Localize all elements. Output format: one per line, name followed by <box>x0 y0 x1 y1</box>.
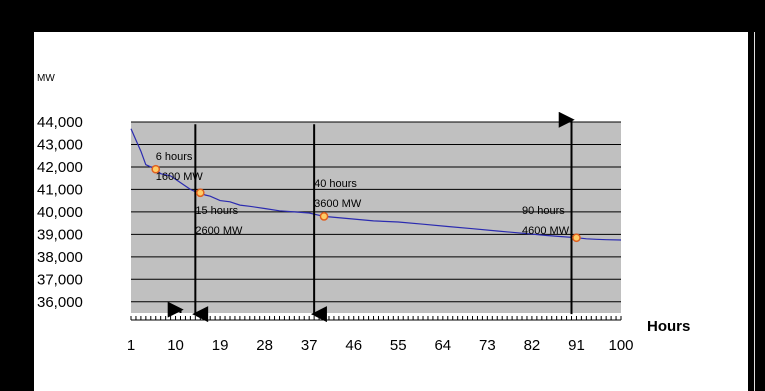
y-tick-label: 41,000 <box>37 181 83 198</box>
x-tick-label: 19 <box>212 337 229 354</box>
y-axis-unit-label: MW <box>37 73 55 84</box>
data-markers <box>151 164 581 243</box>
plot-area <box>131 122 621 313</box>
y-tick-label: 43,000 <box>37 136 83 153</box>
annotation-mw: 2600 MW <box>195 225 243 237</box>
x-tick-label: 37 <box>301 337 318 354</box>
x-tick-label: 100 <box>608 337 633 354</box>
data-marker <box>195 188 205 198</box>
x-axis: 1 10 19 28 37 46 55 64 73 82 91 100 <box>127 316 634 354</box>
annotation-mw: 1600 MW <box>156 171 204 183</box>
x-tick-label: 55 <box>390 337 407 354</box>
y-tick-label: 36,000 <box>37 294 83 311</box>
y-tick-label: 40,000 <box>37 204 83 221</box>
x-tick-label: 82 <box>524 337 541 354</box>
y-tick-label: 42,000 <box>37 159 83 176</box>
data-marker <box>572 233 581 243</box>
annotation-hours: 40 hours <box>314 178 357 190</box>
annotation-mw: 3600 MW <box>314 198 362 210</box>
x-tick-label: 1 <box>127 337 135 354</box>
y-axis-ticks: 36,000 37,000 38,000 39,000 40,000 41,000 42,0… <box>37 114 83 311</box>
data-marker <box>319 212 329 221</box>
annotations: 6 hours 1600 MW 15 hours 2600 MW 40 hours 360… <box>156 151 570 237</box>
y-tick-label: 39,000 <box>37 226 83 243</box>
x-tick-label: 28 <box>256 337 273 354</box>
data-marker <box>151 164 161 174</box>
x-tick-label: 73 <box>479 337 496 354</box>
annotation-hours: 15 hours <box>195 205 238 217</box>
series-line <box>130 128 622 241</box>
y-tick-label: 37,000 <box>37 271 83 288</box>
y-tick-label: 38,000 <box>37 249 83 266</box>
x-tick-label: 46 <box>345 337 362 354</box>
annotation-mw: 4600 MW <box>522 225 570 237</box>
annotation-hours: 6 hours <box>156 151 193 163</box>
arrows <box>167 111 575 323</box>
x-tick-label: 10 <box>167 337 184 354</box>
annotation-hours: 90 hours <box>522 205 565 217</box>
x-tick-label: 64 <box>434 337 451 354</box>
panel-edge-rule <box>754 32 755 391</box>
gridlines <box>131 121 621 303</box>
x-axis-title: Hours <box>647 318 690 335</box>
x-tick-label: 91 <box>568 337 585 354</box>
y-tick-label: 44,000 <box>37 114 83 131</box>
